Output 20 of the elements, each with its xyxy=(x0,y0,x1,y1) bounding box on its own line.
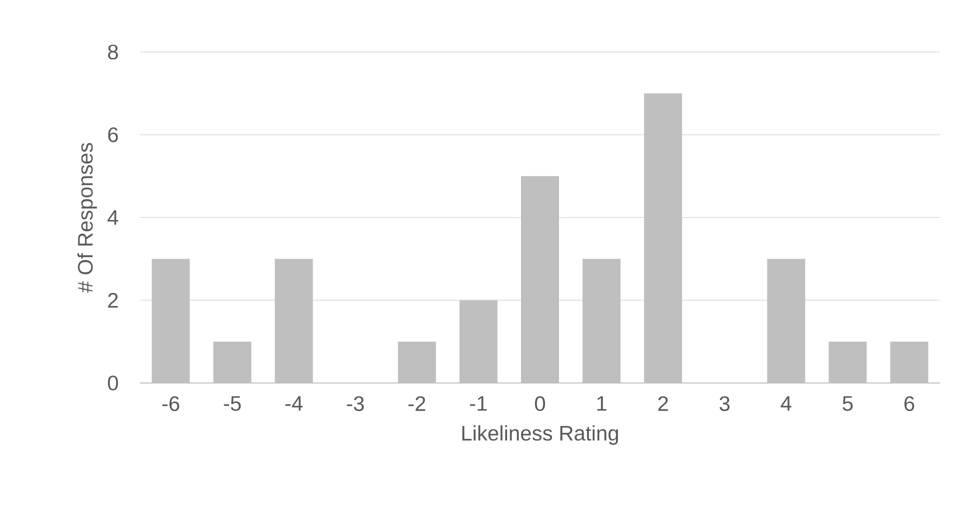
y-tick-label: 0 xyxy=(108,376,118,390)
x-tick-label: 0 xyxy=(534,396,546,412)
x-tick-label: 4 xyxy=(780,396,792,411)
x-tick-label: 6 xyxy=(904,396,914,412)
x-tick-label: 1 xyxy=(597,396,606,411)
x-tick-label: -5 xyxy=(224,396,241,411)
x-tick-label: -1 xyxy=(470,396,487,411)
x-tick-label: -3 xyxy=(346,396,364,412)
y-tick-label: 8 xyxy=(108,44,118,60)
x-tick-label: 5 xyxy=(842,396,853,411)
x-tick-label: -4 xyxy=(285,396,303,411)
x-tick-label: -6 xyxy=(162,396,180,412)
y-tick-label: 2 xyxy=(108,292,118,308)
y-tick-label: 4 xyxy=(108,210,118,225)
x-tick-label: 3 xyxy=(720,396,730,412)
y-tick-label: 6 xyxy=(108,127,118,142)
y-axis-title: # Of Responses xyxy=(77,143,97,293)
x-tick-label: -2 xyxy=(408,396,426,411)
x-axis-title: Likeliness Rating xyxy=(462,425,618,445)
x-tick-label: 2 xyxy=(658,396,668,411)
